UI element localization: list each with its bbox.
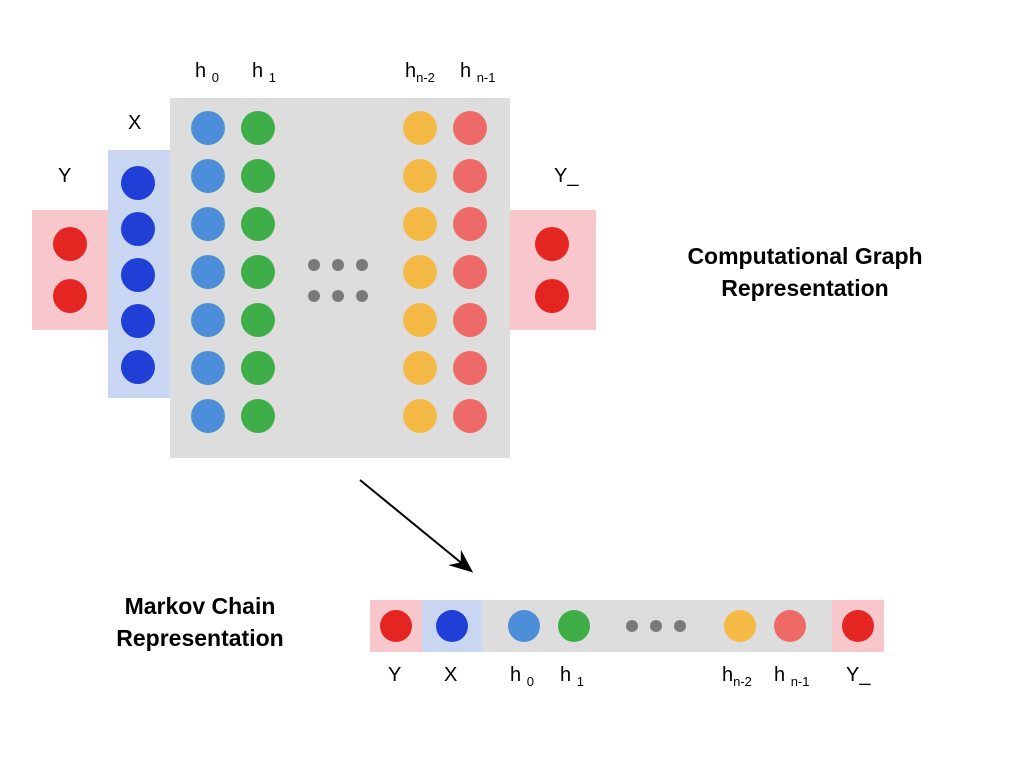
top-node-hn2-4 [403, 303, 437, 337]
top-node-Y_-0 [535, 227, 569, 261]
top-node-hn2-1 [403, 159, 437, 193]
top-node-hn1-1 [453, 159, 487, 193]
top-node-hn2-2 [403, 207, 437, 241]
bottom-label-h1: h 1 [560, 664, 584, 689]
top-node-h1-1 [241, 159, 275, 193]
bottom-ellipsis-dot [626, 620, 638, 632]
bottom-node-hn2 [724, 610, 756, 642]
top-node-h1-2 [241, 207, 275, 241]
label-Yout: Y_ [554, 165, 578, 187]
title-right-l2: Representation [721, 275, 888, 301]
bottom-label-Y: Y [388, 664, 401, 687]
top-node-h0-3 [191, 255, 225, 289]
top-label-h0: h 0 [195, 60, 219, 85]
top-ellipsis-dot [356, 259, 368, 271]
top-node-hn1-0 [453, 111, 487, 145]
top-ellipsis-dot [308, 259, 320, 271]
top-node-X-1 [121, 212, 155, 246]
bottom-ellipsis-dot [674, 620, 686, 632]
top-node-h1-4 [241, 303, 275, 337]
title-left-l1: Markov Chain [125, 593, 276, 619]
top-node-h0-4 [191, 303, 225, 337]
bottom-node-Y [380, 610, 412, 642]
top-node-hn2-5 [403, 351, 437, 385]
top-node-Y_-1 [535, 279, 569, 313]
top-node-hn2-3 [403, 255, 437, 289]
top-label-X: X [128, 112, 141, 135]
top-node-hn1-4 [453, 303, 487, 337]
label-X: X [128, 112, 141, 134]
bottom-ellipsis-dot [650, 620, 662, 632]
top-node-h1-0 [241, 111, 275, 145]
top-ellipsis-dot [332, 259, 344, 271]
bottom-label-X: X [444, 664, 457, 687]
bottom-node-h1 [558, 610, 590, 642]
title-markov-chain: Markov Chain Representation [70, 590, 330, 654]
bottom-label-hn1: h n-1 [774, 664, 809, 689]
top-node-hn2-6 [403, 399, 437, 433]
top-node-X-2 [121, 258, 155, 292]
top-node-h0-0 [191, 111, 225, 145]
top-node-h0-5 [191, 351, 225, 385]
top-ellipsis-dot [308, 290, 320, 302]
title-computational-graph: Computational Graph Representation [640, 240, 970, 304]
bottom-label-hn2: hn-2 [722, 664, 752, 689]
top-label-hn2: hn-2 [405, 60, 435, 85]
top-node-h1-3 [241, 255, 275, 289]
top-label-Y_: Y_ [554, 165, 578, 188]
top-label-Y: Y [58, 165, 71, 188]
top-node-hn2-0 [403, 111, 437, 145]
bottom-label-h0: h 0 [510, 664, 534, 689]
top-label-h1: h 1 [252, 60, 276, 85]
top-node-Y-1 [53, 279, 87, 313]
top-node-hn1-6 [453, 399, 487, 433]
top-node-h1-6 [241, 399, 275, 433]
top-node-h1-5 [241, 351, 275, 385]
top-node-X-3 [121, 304, 155, 338]
top-ellipsis-dot [356, 290, 368, 302]
top-node-X-4 [121, 350, 155, 384]
bottom-node-X [436, 610, 468, 642]
bottom-node-hn1 [774, 610, 806, 642]
bottom-label-Y_: Y_ [846, 664, 870, 687]
top-node-hn1-2 [453, 207, 487, 241]
top-ellipsis-dot [332, 290, 344, 302]
top-node-h0-1 [191, 159, 225, 193]
title-left-l2: Representation [116, 625, 283, 651]
top-node-hn1-3 [453, 255, 487, 289]
title-right-l1: Computational Graph [687, 243, 922, 269]
top-node-hn1-5 [453, 351, 487, 385]
bottom-node-h0 [508, 610, 540, 642]
top-node-h0-6 [191, 399, 225, 433]
top-node-X-0 [121, 166, 155, 200]
top-label-hn1: h n-1 [460, 60, 495, 85]
bottom-node-Y_ [842, 610, 874, 642]
top-node-h0-2 [191, 207, 225, 241]
label-Y: Y [58, 165, 71, 187]
top-node-Y-0 [53, 227, 87, 261]
